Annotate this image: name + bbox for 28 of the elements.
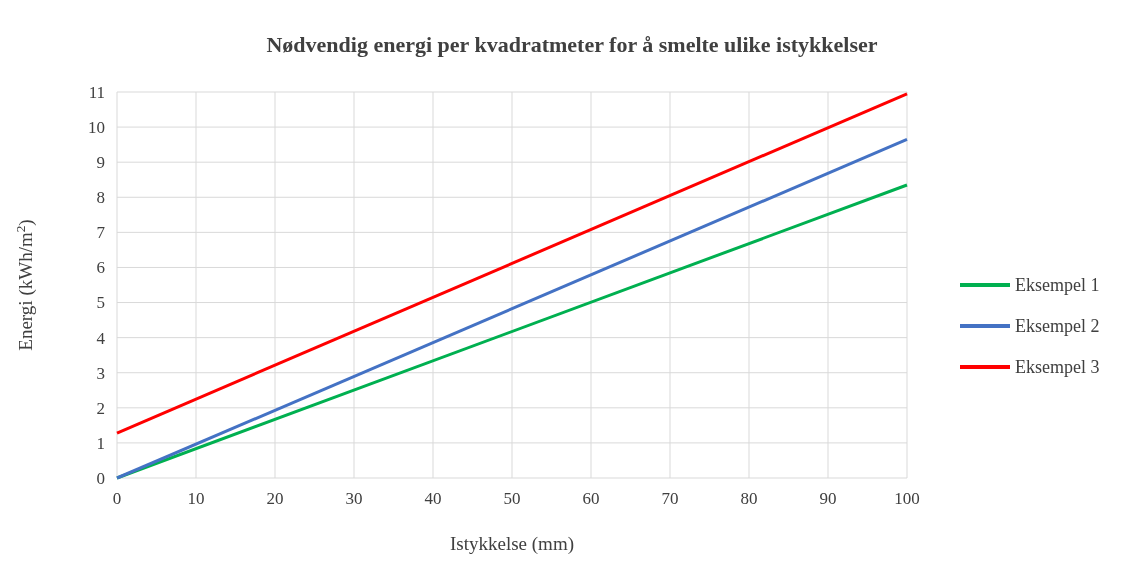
x-tick-label: 90 [819, 489, 837, 508]
y-tick-label: 11 [88, 82, 105, 102]
x-tick-label: 40 [424, 489, 442, 508]
y-tick-label: 5 [96, 293, 105, 313]
y-tick-label: 0 [96, 468, 105, 488]
x-tick-label: 30 [345, 489, 363, 508]
y-tick-label: 7 [96, 223, 106, 243]
x-tick-label: 70 [661, 489, 679, 508]
y-tick-label: 6 [96, 258, 105, 278]
y-tick-label: 2 [96, 398, 105, 418]
y-tick-label: 3 [96, 363, 105, 383]
y-tick-label: 8 [96, 188, 105, 208]
x-tick-label: 80 [740, 489, 758, 508]
legend-label: Eksempel 2 [1015, 316, 1100, 337]
x-tick-label: 100 [894, 489, 920, 508]
x-axis-title: Istykkelse (mm) [449, 533, 575, 555]
legend-label: Eksempel 1 [1015, 275, 1100, 296]
x-tick-label: 20 [266, 489, 284, 508]
y-tick-label: 10 [88, 118, 105, 138]
legend-label: Eksempel 3 [1015, 357, 1100, 378]
x-tick-label: 60 [582, 489, 600, 508]
x-tick-label: 0 [112, 489, 122, 508]
x-tick-label: 10 [187, 489, 205, 508]
y-tick-label: 1 [96, 433, 105, 453]
y-tick-label: 4 [96, 328, 106, 348]
y-tick-label: 9 [96, 153, 105, 173]
x-tick-label: 50 [503, 489, 521, 508]
chart-title: Nødvendig energi per kvadratmeter for å smelte ulike istykkelser [266, 32, 878, 57]
